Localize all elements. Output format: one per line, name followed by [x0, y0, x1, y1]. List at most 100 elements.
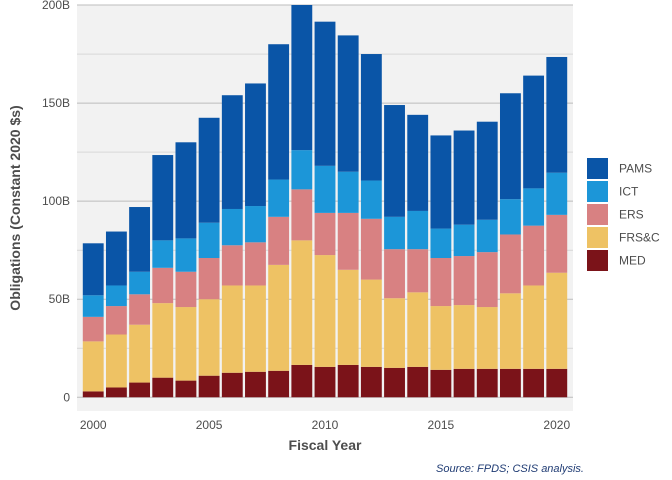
bar-segment-ict-2001 — [105, 285, 127, 307]
y-tick-label: 200B — [42, 0, 70, 12]
bar-segment-ers-2000 — [82, 316, 104, 342]
bar-segment-med-2013 — [384, 367, 405, 398]
bar-segment-med-2020 — [546, 368, 568, 398]
legend-label: FRS&C — [619, 231, 660, 245]
bar-segment-med-2010 — [314, 366, 336, 398]
bar-segment-pams-2002 — [129, 207, 151, 272]
legend-label: MED — [619, 254, 646, 268]
bar-segment-frs-c-2015 — [430, 306, 452, 370]
bar-segment-ers-2007 — [245, 242, 266, 286]
bar-segment-ict-2011 — [337, 171, 359, 213]
bar-segment-ict-2020 — [546, 172, 568, 215]
legend-key-med — [587, 250, 608, 271]
bar-segment-ers-2003 — [152, 267, 174, 304]
legend-label: ICT — [619, 185, 639, 199]
bar-segment-frs-c-2019 — [523, 285, 545, 369]
bar-segment-ict-2005 — [198, 222, 220, 259]
bar-segment-frs-c-2008 — [268, 264, 290, 371]
bar-segment-ict-2013 — [384, 216, 405, 250]
bar-segment-pams-2009 — [291, 5, 313, 151]
bar-segment-pams-2018 — [499, 93, 521, 200]
bar-segment-ict-2017 — [476, 219, 498, 253]
bar-segment-ict-2000 — [82, 295, 104, 317]
bar-segment-pams-2001 — [105, 231, 127, 286]
bar-segment-pams-2003 — [152, 155, 174, 241]
bar-segment-pams-2000 — [82, 243, 104, 296]
bar-segment-frs-c-2004 — [175, 307, 197, 381]
bar-segment-ict-2012 — [360, 180, 382, 219]
y-axis-title: Obligations (Constant 2020 $s) — [7, 105, 23, 310]
bar-segment-frs-c-2001 — [105, 334, 127, 388]
y-tick-label: 50B — [49, 292, 70, 306]
bar-segment-frs-c-2016 — [453, 305, 475, 369]
bar-segment-med-2001 — [105, 387, 127, 398]
x-tick-label: 2000 — [80, 418, 107, 432]
bar-segment-ict-2015 — [430, 228, 452, 259]
legend-label: ERS — [619, 208, 644, 222]
bar-segment-med-2005 — [198, 375, 220, 398]
x-tick-label: 2020 — [543, 418, 570, 432]
bar-segment-pams-2011 — [337, 35, 359, 172]
bar-segment-ict-2006 — [221, 208, 243, 246]
x-tick-label: 2015 — [428, 418, 455, 432]
bar-segment-frs-c-2002 — [129, 324, 151, 383]
bar-segment-ers-2004 — [175, 271, 197, 308]
bar-segment-med-2002 — [129, 382, 151, 398]
bar-segment-frs-c-2012 — [360, 279, 382, 367]
bar-segment-pams-2007 — [245, 83, 266, 207]
bar-segment-ers-2009 — [291, 189, 313, 241]
bar-segment-frs-c-2020 — [546, 272, 568, 369]
bar-segment-frs-c-2009 — [291, 240, 313, 365]
legend: PAMS ICT ERS FRS&C MED — [587, 158, 660, 271]
bar-segment-ers-2013 — [384, 249, 405, 299]
x-axis-title: Fiscal Year — [289, 437, 362, 453]
bar-segment-ers-2006 — [221, 245, 243, 286]
bar-segment-pams-2008 — [268, 44, 290, 180]
bar-segment-ict-2003 — [152, 240, 174, 268]
bar-segment-ict-2009 — [291, 150, 313, 190]
bar-segment-ers-2020 — [546, 214, 568, 273]
bar-segment-med-2006 — [221, 372, 243, 398]
y-tick-label: 0 — [63, 390, 70, 404]
bar-segment-med-2016 — [453, 368, 475, 398]
bar-segment-ict-2014 — [407, 210, 429, 250]
bar-segment-med-2014 — [407, 366, 429, 398]
bar-segment-ers-2015 — [430, 258, 452, 307]
y-axis-ticks: 0 50B 100B 150B 200B — [42, 0, 70, 404]
bar-segment-ers-2011 — [337, 212, 359, 270]
bar-segment-frs-c-2010 — [314, 255, 336, 367]
legend-key-ict — [587, 181, 608, 202]
bar-segment-frs-c-2013 — [384, 298, 405, 368]
legend-key-pams — [587, 158, 608, 179]
bar-segment-ers-2017 — [476, 252, 498, 308]
bar-segment-pams-2015 — [430, 135, 452, 229]
bar-segment-ers-2005 — [198, 258, 220, 300]
bar-segment-med-2015 — [430, 369, 452, 398]
legend-key-frs-c — [587, 227, 608, 248]
bar-segment-frs-c-2007 — [245, 285, 266, 372]
bar-segment-pams-2010 — [314, 21, 336, 166]
bar-segment-pams-2004 — [175, 142, 197, 239]
bar-segment-ict-2007 — [245, 206, 266, 243]
x-axis-ticks: 2000 2005 2010 2015 2020 — [80, 418, 571, 432]
bar-segment-med-2009 — [291, 364, 313, 398]
bar-segment-ers-2018 — [499, 234, 521, 294]
bar-segment-med-2004 — [175, 380, 197, 398]
bar-segment-pams-2014 — [407, 114, 429, 211]
bar-segment-pams-2019 — [523, 75, 545, 189]
legend-label: PAMS — [619, 162, 652, 176]
x-tick-label: 2005 — [196, 418, 223, 432]
bar-segment-med-2012 — [360, 366, 382, 398]
caption: Source: FPDS; CSIS analysis. — [436, 463, 584, 475]
bar-segment-frs-c-2003 — [152, 303, 174, 378]
bar-segment-ers-2012 — [360, 218, 382, 280]
bars — [82, 5, 568, 398]
bar-segment-ers-2008 — [268, 216, 290, 265]
bar-segment-med-2019 — [523, 368, 545, 398]
bar-segment-med-2008 — [268, 370, 290, 398]
bar-segment-med-2018 — [499, 368, 521, 398]
bar-segment-frs-c-2014 — [407, 292, 429, 367]
bar-segment-ers-2001 — [105, 306, 127, 335]
bar-segment-ict-2010 — [314, 165, 336, 213]
bar-segment-med-2000 — [82, 391, 104, 398]
